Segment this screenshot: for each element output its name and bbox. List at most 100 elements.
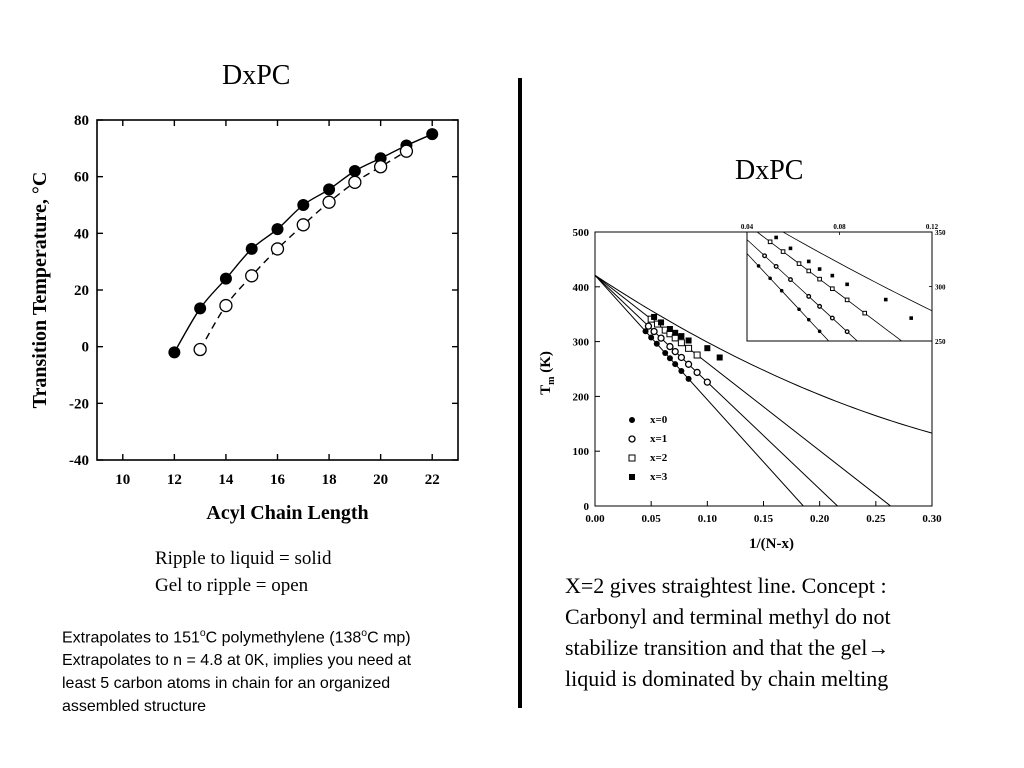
inset-point-x=0 [817,329,822,334]
explanation-line-3: stabilize transition and that the gel→ [565,635,890,660]
data-point-x=1 [644,322,653,330]
inset-point-x=0 [768,276,772,281]
data-point-x=2 [677,339,685,347]
data-point [168,346,181,359]
data-point-x=1 [703,378,711,386]
inset-point-x=3 [817,267,822,271]
x-tick-label: 0.10 [698,513,718,525]
inset-line-x=2 [756,232,903,341]
data-point-x=1 [693,368,701,377]
data-point [426,128,439,141]
y-tick-label: 300 [573,337,590,349]
inset-point-x=2 [780,249,786,254]
legend-marker [628,454,636,462]
data-point-x=1 [666,342,674,351]
fit-line-x=1 [595,274,838,506]
data-point [296,218,310,232]
x-tick-label: 0.20 [810,513,830,525]
data-point [322,195,336,209]
caption-ripple-line: Ripple to liquid = solid [155,548,332,569]
inset-point-x=3 [845,282,849,287]
x-tick-label: 10 [115,472,130,488]
left-note: Extrapolates to 151oC polymethylene (138… [62,622,482,718]
legend-label: x=3 [650,471,668,483]
explanation-line-4: liquid is dominated by chain melting [565,666,889,691]
data-point [348,175,362,189]
data-point-x=1 [677,353,686,362]
y-tick-label: -20 [69,396,89,412]
inset-line-x=3 [782,232,932,312]
right-chart-inset: 0.04 0.08 0.12 250 300 350 [741,223,946,346]
x-tick-label: 20 [373,472,388,488]
inset-line-x=0 [747,253,830,341]
x-tick-label: 14 [218,472,234,488]
y-tick-label: 200 [573,391,590,403]
fit-line-x=3 [595,274,932,434]
inset-point-x=3 [909,316,913,320]
caption-gel-line: Gel to ripple = open [155,575,309,596]
inset-point-x=0 [806,317,811,322]
inset-point-x=3 [806,259,811,264]
y-axis-label: Tm (K) [538,351,557,395]
x-tick-label: 12 [167,472,182,488]
legend-marker [629,474,635,480]
inset-point-x=1 [844,329,850,335]
inset-point-x=2 [796,261,802,266]
inset-x-tick-label: 0.04 [741,223,754,231]
data-point-x=2 [685,344,693,352]
inset-point-x=1 [806,293,812,299]
x-tick-label: 0.00 [585,513,605,525]
x-tick-label: 0.25 [866,513,886,525]
data-point-x=3 [651,313,658,320]
fit-line-x=0 [595,274,804,506]
inset-point-x=1 [817,303,823,309]
data-point-x=0 [666,355,673,362]
explanation-line-1: X=2 gives straightest line. Concept : [565,573,887,598]
data-point [373,160,388,174]
inset-point-x=1 [788,277,793,283]
data-point-x=0 [678,367,685,374]
x-tick-label: 0.15 [754,513,774,525]
inset-point-x=3 [830,273,835,278]
data-point-x=0 [653,340,660,347]
note-line-3: least 5 carbon atoms in chain for an org… [62,675,391,693]
plot-frame [96,119,459,461]
inset-point-x=2 [767,239,773,245]
data-point [245,269,259,283]
data-point [399,144,414,158]
x-axis-label: 1/(N-x) [749,536,794,552]
inset-y-tick-label: 300 [935,284,946,292]
data-point-x=3 [704,345,711,352]
data-point-x=3 [666,325,673,332]
data-point [271,223,284,236]
data-point-x=3 [658,319,665,326]
inset-point-x=2 [844,297,850,303]
y-tick-label: 400 [573,282,590,294]
inset-point-x=0 [756,264,761,268]
x-tick-label: 16 [270,472,286,488]
inset-point-x=2 [862,310,868,316]
left-caption: Ripple to liquid = solid Gel to ripple =… [155,545,331,599]
note-line-4: assembled structure [62,698,207,716]
right-chart-points [642,313,723,386]
data-point-x=0 [642,328,649,335]
data-point [219,298,233,313]
inset-point-x=1 [762,253,768,259]
x-tick-label: 0.05 [642,513,662,525]
y-tick-label: 0 [584,501,590,513]
inset-point-x=3 [774,235,778,240]
data-point-x=0 [672,361,679,368]
right-chart-legend: x=0 x=1 x=2 x=3 [628,414,668,483]
y-tick-label: 100 [573,446,590,458]
data-point-x=3 [678,333,685,340]
data-point [219,272,232,285]
right-chart-lines [595,274,932,506]
inset-point-x=2 [806,268,812,274]
vertical-divider [518,78,522,708]
data-point-x=3 [672,329,679,336]
inset-x-tick-label: 0.12 [926,223,939,231]
data-point [323,183,336,196]
data-point [297,199,310,211]
x-tick-label: 22 [425,472,440,488]
data-point-x=0 [648,334,655,341]
